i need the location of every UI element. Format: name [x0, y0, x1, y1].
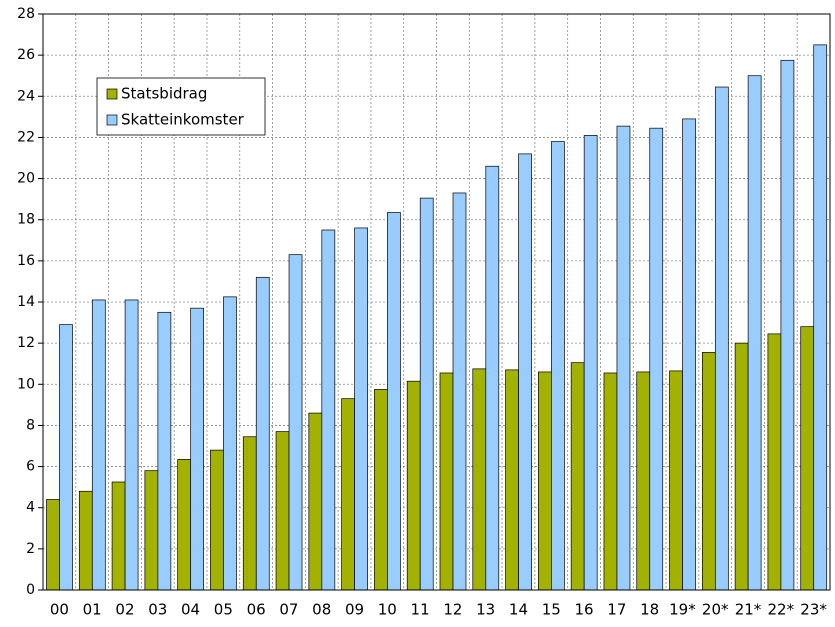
- y-tick-label: 20: [17, 171, 35, 187]
- bar: [91, 299, 106, 591]
- y-tick-label: 8: [26, 417, 35, 433]
- x-tick-label: 21*: [735, 601, 762, 619]
- bar: [111, 481, 126, 591]
- bar: [570, 362, 585, 591]
- y-tick-label: 2: [26, 541, 35, 557]
- x-tick-label: 17: [607, 601, 626, 619]
- bar: [682, 118, 696, 591]
- bar: [242, 436, 257, 591]
- bar: [419, 197, 434, 591]
- x-tick-label: 03: [148, 601, 167, 619]
- bar: [649, 127, 664, 591]
- x-tick-label: 16: [575, 601, 594, 619]
- y-tick-label: 14: [17, 294, 35, 310]
- bar: [439, 372, 454, 591]
- bar: [354, 227, 368, 591]
- bar: [275, 431, 290, 591]
- x-tick-label: 00: [50, 601, 69, 619]
- bar: [190, 307, 205, 591]
- x-tick-label: 18: [640, 601, 659, 619]
- bar: [321, 229, 336, 591]
- bar: [538, 371, 552, 591]
- y-tick-label: 26: [17, 47, 35, 63]
- x-tick-label: 02: [115, 601, 134, 619]
- bar: [767, 333, 782, 591]
- x-tick-label: 15: [542, 601, 561, 619]
- y-tick-label: 22: [17, 129, 35, 145]
- bar: [800, 326, 815, 591]
- bar: [518, 153, 532, 591]
- x-tick-label: 04: [181, 601, 200, 619]
- bar: [124, 299, 139, 591]
- bar: [734, 342, 749, 591]
- x-tick-label: 11: [411, 601, 430, 619]
- bar: [669, 370, 683, 591]
- plot-border: [42, 13, 831, 591]
- x-tick-label: 05: [214, 601, 233, 619]
- bar: [341, 398, 355, 591]
- y-tick-label: 4: [26, 500, 35, 516]
- bar: [780, 59, 795, 591]
- x-tick-label: 22*: [768, 601, 795, 619]
- x-tick-label: 10: [378, 601, 397, 619]
- legend-label: Statsbidrag: [121, 85, 207, 103]
- legend-swatch: [106, 114, 118, 126]
- bar: [210, 449, 224, 591]
- x-tick-label: 06: [247, 601, 266, 619]
- x-tick-label: 12: [443, 601, 462, 619]
- x-tick-label: 23*: [800, 601, 827, 619]
- bar: [374, 389, 388, 591]
- bar: [583, 135, 598, 591]
- bar: [505, 369, 519, 591]
- legend-box: [96, 77, 266, 136]
- x-tick-label: 14: [509, 601, 528, 619]
- bar: [177, 459, 192, 591]
- bar: [616, 125, 631, 591]
- y-tick-label: 0: [26, 582, 35, 598]
- y-tick-label: 12: [17, 335, 35, 351]
- bar: [288, 254, 303, 591]
- x-tick-label: 01: [83, 601, 102, 619]
- y-tick-label: 28: [17, 6, 35, 22]
- bar: [308, 412, 323, 591]
- bar: [255, 276, 270, 591]
- bar: [223, 296, 237, 591]
- bar: [701, 352, 716, 591]
- y-tick-label: 18: [17, 212, 35, 228]
- bar: [59, 324, 73, 591]
- bar: [157, 311, 172, 591]
- bar: [813, 44, 828, 591]
- bar: [144, 470, 159, 591]
- y-tick-label: 6: [26, 459, 35, 475]
- x-tick-label: 20*: [702, 601, 729, 619]
- bar: [485, 165, 500, 591]
- y-tick-label: 10: [17, 376, 35, 392]
- bar: [406, 380, 421, 591]
- x-tick-label: 13: [476, 601, 495, 619]
- x-tick-label: 07: [279, 601, 298, 619]
- legend-label: Skatteinkomster: [121, 111, 245, 129]
- bar: [747, 75, 762, 591]
- x-tick-label: 09: [345, 601, 364, 619]
- x-tick-label: 19*: [669, 601, 696, 619]
- y-tick-label: 24: [17, 88, 35, 104]
- bar: [472, 368, 487, 591]
- y-tick-label: 16: [17, 253, 35, 269]
- bar: [78, 490, 93, 591]
- bar: [452, 192, 467, 591]
- bar: [636, 371, 651, 591]
- bar: [46, 499, 60, 591]
- bar: [551, 141, 565, 591]
- x-tick-label: 08: [312, 601, 331, 619]
- bar: [603, 372, 618, 591]
- bar: [714, 86, 729, 591]
- legend-swatch: [106, 88, 118, 100]
- bar: [387, 212, 401, 591]
